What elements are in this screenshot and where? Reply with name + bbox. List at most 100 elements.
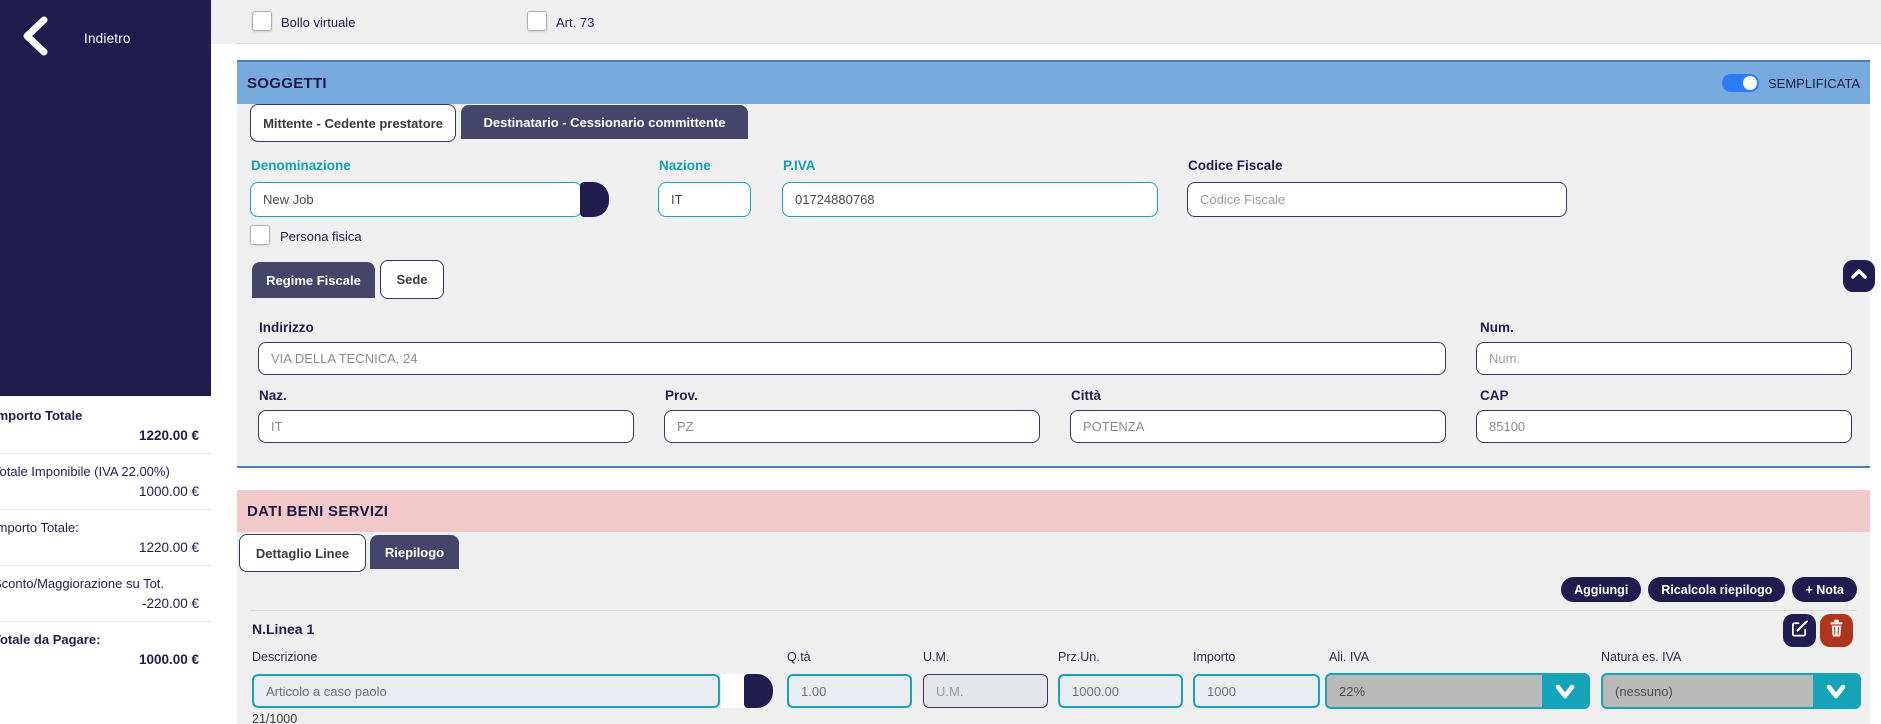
natura-es-iva-value: (nessuno): [1615, 683, 1673, 699]
sidebar: Indietro Importo Totale 1220.00 € Totale…: [0, 0, 211, 724]
dati-header: DATI BENI SERVIZI: [237, 490, 1870, 532]
cap-label: CAP: [1480, 388, 1509, 403]
citta-label: Città: [1071, 388, 1101, 403]
qta-input[interactable]: [787, 674, 912, 708]
tab-riepilogo-label: Riepilogo: [384, 544, 445, 560]
line-actions: Aggiungi Ricalcola riepilogo + Nota: [1561, 577, 1857, 602]
denominazione-handle[interactable]: [580, 182, 609, 217]
ricalcola-riepilogo-button[interactable]: Ricalcola riepilogo: [1648, 577, 1786, 602]
back-button[interactable]: Indietro: [12, 8, 137, 69]
indirizzo-input[interactable]: [258, 342, 1446, 375]
ali-iva-label: Ali. IVA: [1329, 650, 1370, 664]
bollo-virtuale-label: Bollo virtuale: [281, 15, 356, 30]
codice-fiscale-input[interactable]: [1187, 182, 1567, 217]
sidebar-dark-panel: Indietro: [0, 0, 211, 396]
tab-sede[interactable]: Sede: [380, 260, 444, 299]
descrizione-scroll-gutter: [721, 674, 744, 708]
um-input[interactable]: [923, 674, 1048, 708]
total-label: Totale da Pagare:: [0, 632, 101, 647]
aggiungi-button[interactable]: Aggiungi: [1561, 577, 1642, 602]
natura-es-iva-label: Natura es. IVA: [1601, 650, 1682, 664]
num-label: Num.: [1480, 320, 1514, 335]
tab-mittente-label: Mittente - Cedente prestatore: [263, 115, 443, 131]
delete-line-button[interactable]: [1820, 614, 1853, 647]
qta-label: Q.tà: [787, 650, 811, 664]
total-value: 1220.00 €: [138, 540, 199, 555]
codice-fiscale-label: Codice Fiscale: [1188, 158, 1283, 173]
descrizione-char-counter: 21/1000: [252, 712, 298, 724]
prov-label: Prov.: [665, 388, 698, 403]
total-value: 1000.00 €: [138, 484, 199, 499]
chevron-left-icon: [18, 14, 52, 63]
total-item: Importo Totale: 1220.00 €: [0, 510, 211, 566]
persona-fisica-label: Persona fisica: [280, 229, 362, 244]
art73-checkbox[interactable]: [527, 11, 547, 31]
descrizione-label: Descrizione: [252, 650, 318, 664]
chevron-down-icon: [1542, 675, 1588, 707]
chevron-down-icon: [1813, 675, 1859, 707]
soggetti-header: SOGGETTI SEMPLIFICATA: [237, 62, 1870, 104]
citta-input[interactable]: [1070, 410, 1446, 443]
tab-regime-fiscale-label: Regime Fiscale: [266, 272, 361, 288]
tab-riepilogo[interactable]: Riepilogo: [370, 535, 459, 569]
top-options-bar: Bollo virtuale Art. 73: [211, 0, 1881, 44]
denominazione-label: Denominazione: [251, 158, 351, 173]
dati-beni-servizi-section: DATI BENI SERVIZI Dettaglio Linee Riepil…: [237, 490, 1870, 724]
tab-sede-label: Sede: [396, 272, 428, 287]
chevron-up-icon: [1849, 266, 1869, 287]
soggetti-section: SOGGETTI SEMPLIFICATA Mittente - Cedente…: [237, 60, 1875, 468]
nazione-input[interactable]: [658, 182, 751, 217]
indirizzo-label: Indirizzo: [259, 320, 314, 335]
dati-title: DATI BENI SERVIZI: [247, 502, 389, 520]
naz-input[interactable]: [258, 410, 634, 443]
denominazione-input[interactable]: [250, 182, 582, 217]
nazione-label: Nazione: [659, 158, 711, 173]
tab-dettaglio-linee[interactable]: Dettaglio Linee: [239, 534, 366, 572]
um-label: U.M.: [923, 650, 950, 664]
tab-destinatario[interactable]: Destinatario - Cessionario committente: [461, 105, 748, 139]
tab-mittente[interactable]: Mittente - Cedente prestatore: [250, 104, 456, 142]
przun-label: Prz.Un.: [1058, 650, 1100, 664]
collapse-section-button[interactable]: [1843, 260, 1875, 292]
natura-es-iva-dropdown[interactable]: (nessuno): [1601, 673, 1861, 709]
soggetti-title: SOGGETTI: [247, 74, 327, 92]
total-item: Sconto/Maggiorazione su Tot. -220.00 €: [0, 566, 211, 622]
total-label: Importo Totale: [0, 408, 83, 423]
tab-regime-fiscale[interactable]: Regime Fiscale: [252, 262, 375, 298]
importo-input[interactable]: [1193, 674, 1320, 708]
main-content: Bollo virtuale Art. 73 SOGGETTI SEMPLIFI…: [211, 0, 1881, 724]
edit-pencil-icon: [1790, 619, 1809, 643]
total-item: Importo Totale 1220.00 €: [0, 398, 211, 454]
total-item: Totale da Pagare: 1000.00 €: [0, 622, 211, 677]
total-value: 1000.00 €: [138, 652, 199, 667]
semplificata-label: SEMPLIFICATA: [1768, 75, 1860, 91]
ali-iva-value: 22%: [1339, 683, 1366, 699]
cap-input[interactable]: [1476, 410, 1852, 443]
persona-fisica-checkbox[interactable]: [250, 225, 270, 245]
prov-input[interactable]: [664, 410, 1040, 443]
descrizione-handle[interactable]: [744, 674, 773, 708]
tab-dettaglio-linee-label: Dettaglio Linee: [255, 545, 350, 561]
piva-label: P.IVA: [783, 158, 816, 173]
add-nota-button[interactable]: + Nota: [1792, 577, 1857, 602]
tab-destinatario-label: Destinatario - Cessionario committente: [483, 114, 726, 130]
back-label: Indietro: [84, 31, 131, 46]
ali-iva-dropdown[interactable]: 22%: [1325, 673, 1590, 709]
total-value: 1220.00 €: [138, 428, 199, 443]
top-divider: [237, 43, 1881, 44]
linea-title: N.Linea 1: [252, 621, 315, 637]
bollo-virtuale-checkbox[interactable]: [252, 11, 272, 31]
total-label: Importo Totale:: [0, 520, 79, 535]
przun-input[interactable]: [1058, 674, 1183, 708]
descrizione-input[interactable]: [252, 674, 720, 708]
importo-label: Importo: [1193, 650, 1236, 664]
edit-line-button[interactable]: [1783, 614, 1816, 647]
semplificata-toggle-group: SEMPLIFICATA: [1722, 74, 1860, 92]
semplificata-toggle[interactable]: [1722, 74, 1760, 92]
total-label: Sconto/Maggiorazione su Tot.: [0, 576, 165, 591]
total-item: Totale Imponibile (IVA 22.00%) 1000.00 €: [0, 454, 211, 510]
toggle-knob: [1743, 76, 1758, 90]
piva-input[interactable]: [782, 182, 1158, 217]
num-input[interactable]: [1476, 342, 1852, 375]
